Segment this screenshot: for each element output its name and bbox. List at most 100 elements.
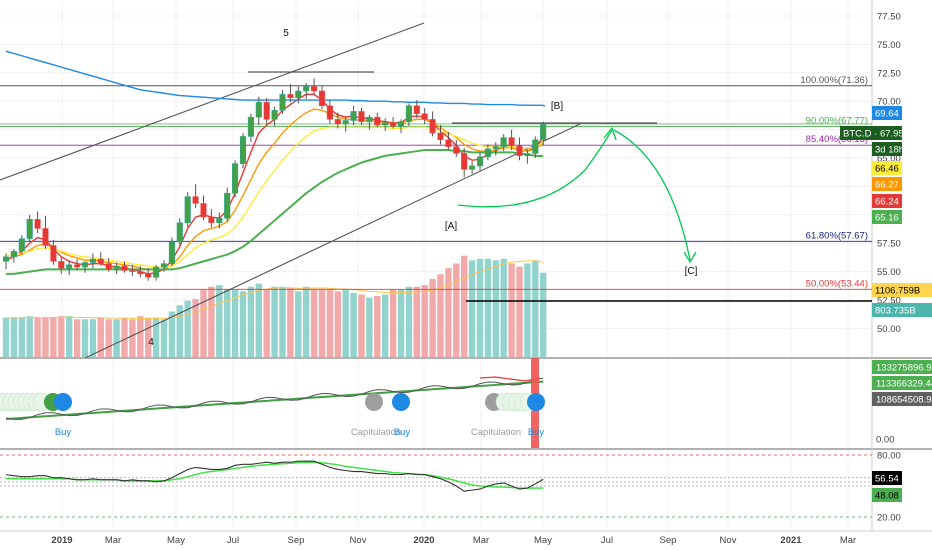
candle-body <box>421 113 428 120</box>
candle-body <box>311 86 318 92</box>
volume-bar <box>121 317 128 358</box>
volume-bar <box>81 319 89 358</box>
candle-body <box>295 90 302 99</box>
candle-body <box>540 124 547 141</box>
volume-bar <box>342 289 349 358</box>
volume-bar <box>318 289 326 358</box>
candle-body <box>334 119 341 125</box>
candle-body <box>437 132 444 141</box>
fib-level-label: 50.00%(53.44) <box>806 278 868 289</box>
price-tag-label: BTC.D · 67.95 <box>843 129 904 140</box>
candle-body <box>192 196 199 204</box>
volume-bar <box>34 317 41 358</box>
volume-bar <box>239 291 247 358</box>
price-tag-bg <box>872 142 902 156</box>
volume-bar <box>152 317 160 358</box>
volume-bar <box>303 286 310 358</box>
candle-body <box>176 222 183 243</box>
candle-body <box>445 139 452 147</box>
volume-bar <box>66 316 73 358</box>
candle-body <box>81 262 89 268</box>
candle-body <box>129 270 136 272</box>
volume-bar <box>10 317 18 358</box>
volume-bar <box>334 291 341 358</box>
volume-bar <box>255 283 262 358</box>
indicator-line-red <box>479 376 541 382</box>
candle-body <box>476 156 484 167</box>
time-axis-tick: Jul <box>227 535 239 546</box>
volume-bar <box>263 289 270 358</box>
volume-bar <box>524 263 531 358</box>
volume-bar <box>18 317 25 358</box>
volume-bar <box>500 258 507 358</box>
price-tag-bg <box>872 161 902 175</box>
moving-average-line <box>5 126 544 268</box>
rsi-axis-tick: 20.00 <box>877 513 901 524</box>
price-tag-bg <box>872 177 902 191</box>
candle-body <box>160 263 168 268</box>
volume-bar <box>484 258 492 358</box>
volume-bar <box>224 289 231 358</box>
price-axis-tick: 72.50 <box>877 68 901 79</box>
volume-bar <box>200 289 207 358</box>
time-axis-tick: Sep <box>660 535 677 546</box>
candle-body <box>358 111 365 122</box>
volume-bar <box>97 317 104 358</box>
indicator-tag-label: 108654508.98 <box>876 395 932 406</box>
volume-ma-line <box>6 260 544 319</box>
candle-body <box>89 258 96 263</box>
price-tag-label: 803.735B <box>875 306 916 317</box>
price-tag-label: 3d 18h <box>875 145 904 156</box>
volume-bar <box>405 286 413 358</box>
time-axis-tick: 2019 <box>51 535 72 546</box>
volume-bar <box>105 319 112 358</box>
price-tag-bg <box>872 303 932 317</box>
volume-bar <box>287 288 294 358</box>
volume-bar <box>50 317 57 358</box>
signal-label: Capitulation <box>351 427 401 438</box>
candle-body <box>153 266 160 278</box>
candle-body <box>2 256 10 262</box>
candle-body <box>516 145 523 156</box>
rsi-tag-bg <box>872 488 902 502</box>
candle-body <box>532 139 539 154</box>
signal-circle-blue <box>392 393 410 411</box>
volume-bar <box>26 316 33 358</box>
indicator-tag-label: 0.00 <box>876 435 895 446</box>
volume-bar <box>508 263 515 358</box>
time-axis-tick: 2020 <box>413 535 434 546</box>
candle-body <box>405 105 412 122</box>
projection-arrowhead-down <box>683 251 697 264</box>
moving-average-line <box>5 50 544 106</box>
fib-level-label: 85.40%(66.13) <box>806 134 868 145</box>
time-axis-tick: Jul <box>601 535 613 546</box>
indicator-tag-label: 113366329.44 <box>876 379 932 390</box>
price-axis-tick: 77.50 <box>877 12 901 23</box>
price-axis-tick: 55.00 <box>877 267 901 278</box>
volume-bar <box>184 300 191 358</box>
volume-bar <box>247 286 255 358</box>
candle-body <box>350 111 357 121</box>
candle-body <box>453 146 460 154</box>
moving-average-line-extension <box>542 104 546 107</box>
candle-body <box>374 116 381 126</box>
candle-body <box>58 261 65 269</box>
price-tag-bg <box>872 210 902 224</box>
price-axis-tick: 70.00 <box>877 97 901 108</box>
volume-bar <box>374 296 381 358</box>
signal-circle-blue <box>54 393 72 411</box>
projection-arrowhead-up <box>603 126 617 141</box>
candle-body <box>232 163 239 194</box>
indicator-line-gray <box>5 377 544 420</box>
volume-bar <box>295 291 302 358</box>
candle-body <box>137 271 144 275</box>
indicator-tag-label: 133275896.91 <box>876 363 932 374</box>
volume-bar <box>310 289 318 358</box>
candle-body <box>34 219 41 229</box>
volume-bar <box>176 305 183 358</box>
volume-bar <box>279 286 286 358</box>
wave-annotation: 4 <box>148 337 154 348</box>
wave-annotation: [A] <box>445 221 457 232</box>
candle-body <box>18 238 25 252</box>
